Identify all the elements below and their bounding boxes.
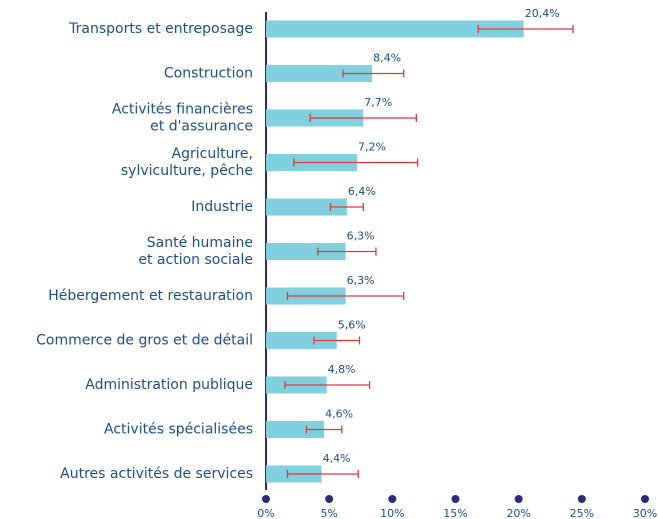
x-tick-mark bbox=[514, 495, 523, 503]
x-tick-mark bbox=[641, 495, 649, 503]
category-label: Autres activités de services bbox=[60, 466, 253, 482]
error-bar bbox=[477, 25, 574, 33]
x-tick-label: 0% bbox=[257, 507, 274, 519]
value-label: 6,3% bbox=[347, 274, 375, 287]
error-bar bbox=[342, 69, 405, 78]
category-label: Construction bbox=[164, 66, 253, 82]
category-label: Santé humaine bbox=[147, 235, 253, 251]
x-tick-mark bbox=[388, 495, 397, 503]
category-label: Transports et entreposage bbox=[68, 21, 253, 37]
error-bar bbox=[309, 114, 417, 122]
value-label: 4,6% bbox=[325, 408, 353, 421]
bar bbox=[266, 243, 346, 260]
value-label: 5,6% bbox=[338, 319, 366, 332]
category-label: Administration publique bbox=[85, 377, 253, 393]
value-label: 6,3% bbox=[347, 230, 375, 243]
x-tick-label: 5% bbox=[320, 507, 337, 519]
value-label: 20,4% bbox=[525, 7, 560, 20]
x-tick-label: 20% bbox=[506, 507, 530, 519]
value-label: 7,7% bbox=[364, 96, 392, 109]
error-bar bbox=[317, 247, 377, 256]
bar bbox=[266, 20, 524, 38]
category-label: sylviculture, pêche bbox=[121, 163, 253, 179]
bar bbox=[266, 332, 337, 349]
category-label: Hébergement et restauration bbox=[48, 288, 253, 304]
error-bar bbox=[293, 158, 419, 167]
category-label: Activités spécialisées bbox=[104, 422, 253, 438]
value-label: 6,4% bbox=[348, 185, 376, 198]
x-tick-label: 10% bbox=[380, 507, 404, 519]
x-tick-label: 30% bbox=[633, 507, 657, 519]
error-bar bbox=[305, 425, 343, 434]
value-label: 4,8% bbox=[328, 363, 356, 376]
error-bar bbox=[286, 292, 405, 300]
bar bbox=[266, 65, 373, 82]
category-label: Commerce de gros et de détail bbox=[36, 333, 253, 349]
category-label: Agriculture, bbox=[172, 146, 253, 162]
error-bar bbox=[284, 381, 371, 389]
x-tick-label: 25% bbox=[570, 507, 594, 519]
error-bar bbox=[286, 470, 359, 478]
category-label: et d'assurance bbox=[150, 119, 253, 135]
value-label: 8,4% bbox=[373, 52, 401, 65]
category-label: et action sociale bbox=[138, 252, 253, 268]
x-tick-label: 15% bbox=[443, 507, 467, 519]
error-bar bbox=[313, 336, 361, 345]
error-bar bbox=[329, 203, 364, 211]
x-tick-mark bbox=[451, 495, 460, 503]
bar bbox=[266, 421, 325, 438]
category-label: Activités financières bbox=[112, 102, 253, 118]
category-label: Industrie bbox=[191, 199, 253, 215]
x-tick-mark bbox=[325, 495, 334, 503]
value-label: 4,4% bbox=[323, 452, 351, 465]
bar bbox=[266, 198, 347, 216]
x-tick-mark bbox=[262, 495, 270, 503]
x-tick-mark bbox=[577, 495, 586, 503]
value-label: 7,2% bbox=[358, 141, 386, 154]
